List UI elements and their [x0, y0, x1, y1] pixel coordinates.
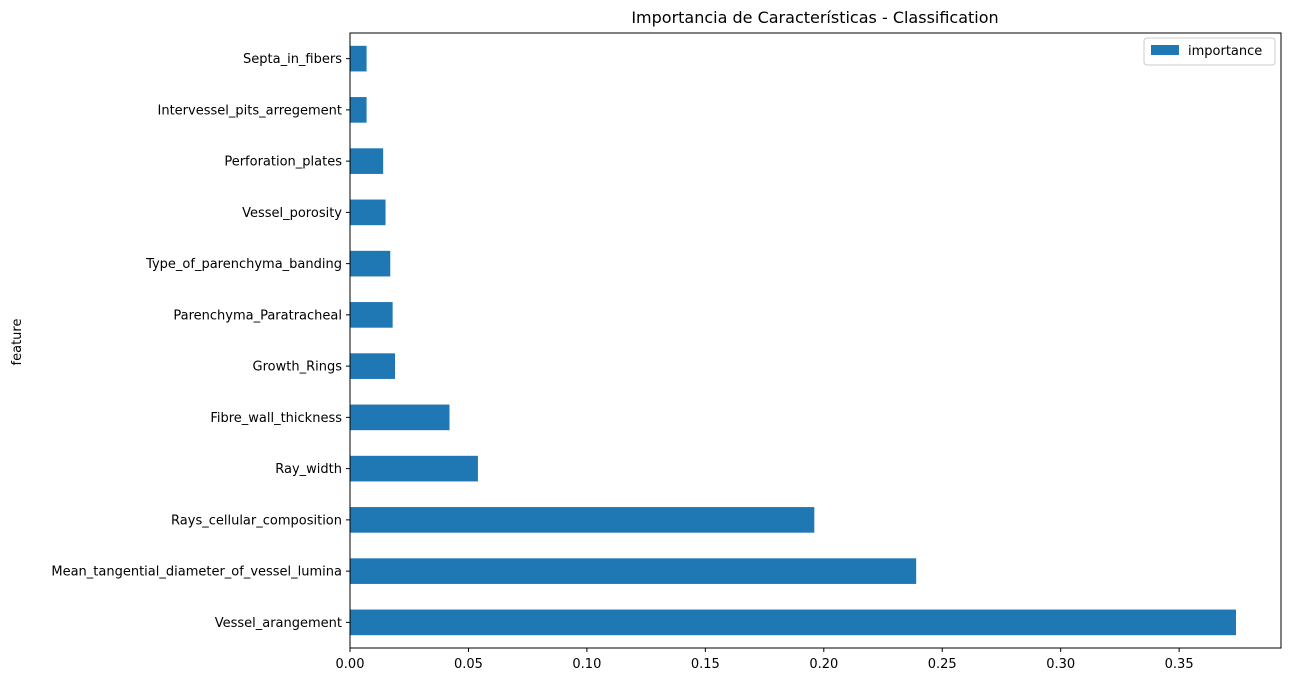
- x-ticks-group: 0.00 0.05 0.10 0.15 0.20 0.25 0.30 0.35: [336, 648, 1194, 672]
- legend-swatch: [1151, 45, 1179, 55]
- y-tick-label: Mean_tangential_diameter_of_vessel_lumin…: [51, 565, 342, 580]
- y-tick-label: Vessel_porosity: [242, 206, 342, 221]
- plot-frame: [349, 32, 1282, 649]
- y-ticks-group: Vessel_arangement Mean_tangential_diamete…: [51, 52, 350, 631]
- legend: importance: [1143, 37, 1276, 66]
- y-tick-label: Parenchyma_Paratracheal: [173, 308, 342, 323]
- chart-title: Importancia de Características - Classif…: [631, 8, 998, 27]
- y-tick-label: Vessel_arangement: [215, 616, 342, 631]
- bar-mean-tangential-diameter-of-vessel-lumina: [350, 558, 917, 584]
- x-tick-label: 0.15: [691, 657, 720, 672]
- y-tick-label: Rays_cellular_composition: [171, 513, 342, 528]
- y-tick-label: Perforation_plates: [224, 155, 342, 170]
- x-tick-label: 0.25: [928, 657, 957, 672]
- bar-ray-width: [350, 455, 478, 482]
- bar-rays-cellular-composition: [350, 507, 815, 533]
- y-axis-label: feature: [10, 319, 25, 366]
- bar-vessel-arangement: [350, 609, 1236, 636]
- legend-entry-importance: importance: [1188, 44, 1262, 59]
- y-tick-label: Growth_Rings: [253, 360, 343, 375]
- x-tick-label: 0.20: [809, 657, 838, 672]
- bar-perforation-plates: [350, 148, 384, 174]
- bar-fibre-wall-thickness: [350, 404, 450, 431]
- bar-vessel-porosity: [350, 199, 386, 226]
- bars-group: [350, 45, 1236, 636]
- y-tick-label: Intervessel_pits_arregement: [158, 103, 342, 118]
- x-tick-label: 0.35: [1165, 657, 1194, 672]
- y-tick-label: Ray_width: [275, 462, 342, 477]
- bar-growth-rings: [350, 353, 396, 379]
- x-tick-label: 0.30: [1046, 657, 1075, 672]
- bar-type-of-parenchyma-banding: [350, 250, 391, 277]
- x-tick-label: 0.05: [454, 657, 483, 672]
- y-tick-label: Septa_in_fibers: [243, 52, 342, 67]
- x-tick-label: 0.00: [336, 657, 365, 672]
- bar-parenchyma-paratracheal: [350, 302, 393, 328]
- bar-septa-in-fibers: [350, 45, 367, 72]
- legend-box: [1143, 37, 1276, 66]
- x-tick-label: 0.10: [572, 657, 601, 672]
- y-tick-label: Fibre_wall_thickness: [210, 411, 342, 426]
- y-tick-label: Type_of_parenchyma_banding: [145, 257, 342, 272]
- bar-intervessel-pits-arregement: [350, 97, 367, 123]
